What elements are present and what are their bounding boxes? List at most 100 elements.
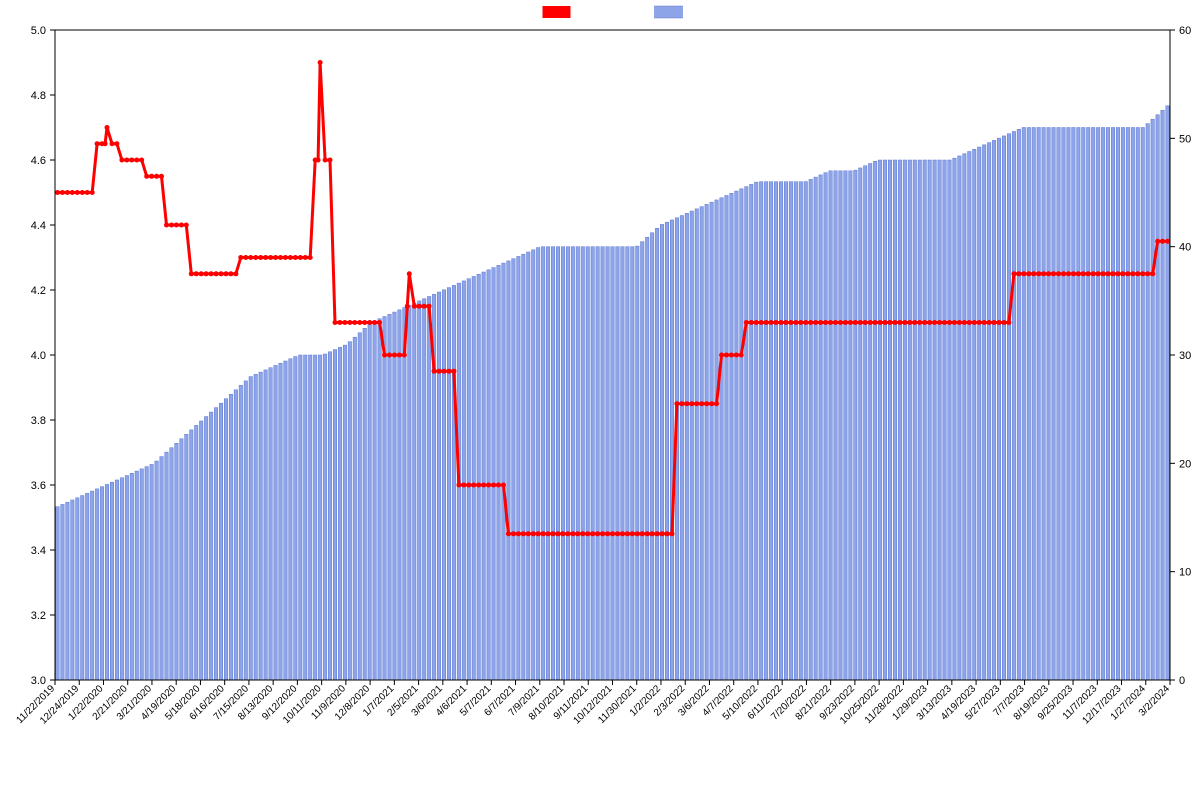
bar xyxy=(735,191,738,680)
bar xyxy=(328,352,331,680)
bar xyxy=(447,288,450,680)
bar xyxy=(963,154,966,680)
line-marker xyxy=(169,223,174,228)
line-marker xyxy=(124,158,129,163)
line-marker xyxy=(511,531,516,536)
legend-line-swatch xyxy=(543,6,571,18)
line-marker xyxy=(1061,271,1066,276)
line-marker xyxy=(342,320,347,325)
bar xyxy=(338,347,341,680)
bar xyxy=(378,319,381,680)
line-marker xyxy=(927,320,932,325)
bar xyxy=(948,160,951,680)
line-marker xyxy=(853,320,858,325)
bar xyxy=(492,268,495,680)
line-marker xyxy=(55,190,60,195)
line-marker xyxy=(531,531,536,536)
line-marker xyxy=(1026,271,1031,276)
line-marker xyxy=(298,255,303,260)
bar xyxy=(695,209,698,680)
bar xyxy=(655,228,658,680)
bar xyxy=(368,324,371,680)
bar xyxy=(313,355,316,680)
bar xyxy=(105,484,108,680)
bar xyxy=(631,247,634,680)
line-marker xyxy=(65,190,70,195)
line-marker xyxy=(818,320,823,325)
bar xyxy=(992,140,995,680)
line-marker xyxy=(635,531,640,536)
bar xyxy=(581,247,584,680)
bar xyxy=(903,160,906,680)
line-marker xyxy=(1116,271,1121,276)
line-marker xyxy=(228,271,233,276)
bar xyxy=(839,171,842,680)
bar xyxy=(764,182,767,680)
line-marker xyxy=(769,320,774,325)
bar xyxy=(85,493,88,680)
line-marker xyxy=(258,255,263,260)
line-marker xyxy=(1056,271,1061,276)
line-marker xyxy=(873,320,878,325)
bar xyxy=(1141,128,1144,681)
bar xyxy=(269,368,272,680)
line-marker xyxy=(144,174,149,179)
line-marker xyxy=(496,483,501,488)
line-marker xyxy=(1071,271,1076,276)
line-marker xyxy=(724,353,729,358)
line-marker xyxy=(110,141,115,146)
line-marker xyxy=(154,174,159,179)
bar xyxy=(829,171,832,680)
line-marker xyxy=(1021,271,1026,276)
line-marker xyxy=(243,255,248,260)
bar xyxy=(923,160,926,680)
bar xyxy=(497,265,500,680)
line-marker xyxy=(1036,271,1041,276)
bar xyxy=(596,247,599,680)
bar xyxy=(1111,128,1114,681)
line-marker xyxy=(273,255,278,260)
line-marker xyxy=(75,190,80,195)
line-marker xyxy=(957,320,962,325)
y-right-tick-label: 60 xyxy=(1179,25,1191,37)
line-marker xyxy=(1106,271,1111,276)
line-marker xyxy=(907,320,912,325)
line-marker xyxy=(199,271,204,276)
line-marker xyxy=(114,141,119,146)
line-marker xyxy=(982,320,987,325)
line-marker xyxy=(1150,271,1155,276)
bar xyxy=(685,213,688,680)
bar xyxy=(110,482,113,680)
line-marker xyxy=(184,223,189,228)
bar xyxy=(81,496,84,680)
bar xyxy=(343,345,346,680)
line-marker xyxy=(451,369,456,374)
bar xyxy=(745,187,748,680)
line-marker xyxy=(357,320,362,325)
bar xyxy=(76,498,79,680)
bar xyxy=(864,166,867,680)
line-marker xyxy=(719,353,724,358)
bar xyxy=(388,314,391,680)
bar xyxy=(115,480,118,680)
combo-chart: 3.03.23.43.63.84.04.24.44.64.85.00102030… xyxy=(0,0,1200,800)
line-marker xyxy=(189,271,194,276)
line-marker xyxy=(694,401,699,406)
line-marker xyxy=(407,271,412,276)
line-marker xyxy=(937,320,942,325)
line-marker xyxy=(194,271,199,276)
y-left-tick-label: 4.0 xyxy=(31,350,46,362)
line-marker xyxy=(590,531,595,536)
bar xyxy=(551,247,554,680)
line-marker xyxy=(1011,271,1016,276)
bar xyxy=(987,143,990,680)
y-right-tick-label: 0 xyxy=(1179,675,1185,687)
bar xyxy=(219,403,222,680)
line-marker xyxy=(1155,239,1160,244)
line-marker xyxy=(367,320,372,325)
bar xyxy=(645,237,648,680)
line-marker xyxy=(625,531,630,536)
y-left-tick-label: 4.8 xyxy=(31,90,46,102)
bar xyxy=(1027,128,1030,681)
bar xyxy=(898,160,901,680)
